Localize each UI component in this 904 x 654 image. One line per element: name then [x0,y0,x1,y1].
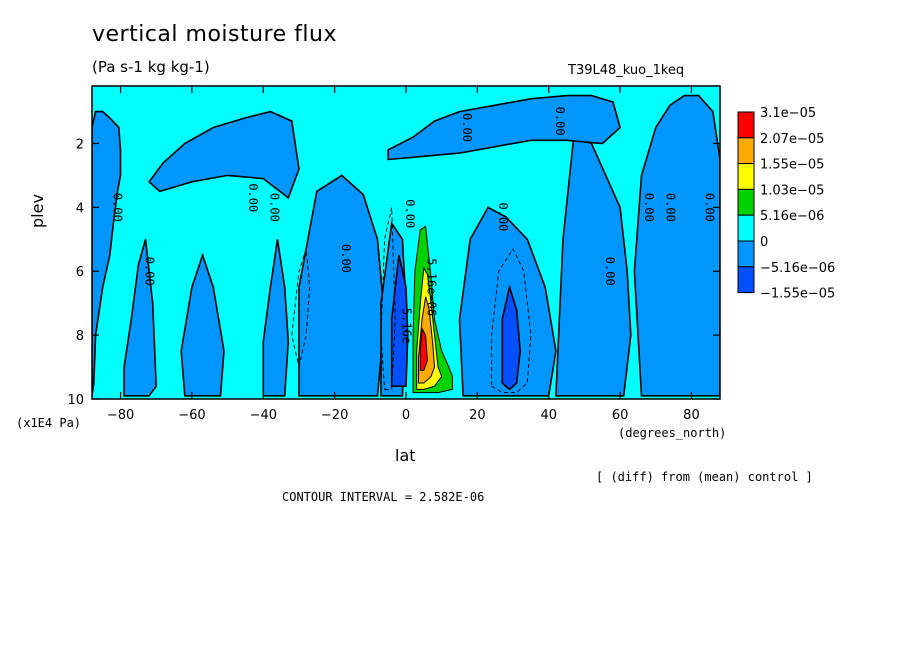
colorbar-label: 3.1e−05 [760,106,816,121]
contour-region-positive_4 [419,326,428,371]
contour-label: 0.00 [339,244,353,273]
contour-region-negative_1 [262,239,290,397]
colorbar-label: 2.07e−05 [760,132,824,147]
contour-region-negative_2 [501,284,522,391]
contour-label: 0.00 [143,257,157,286]
dashed-contour [380,207,396,390]
y-tick-label: 6 [76,265,84,280]
contour-region-negative_1 [148,110,300,200]
colorbar-swatch [737,137,755,165]
y-tick-label: 10 [67,393,84,408]
contour-label: 0.00 [110,193,124,222]
contour-region-negative_1 [387,94,622,161]
dashed-contour [291,248,311,368]
y-tick-label: 2 [76,137,84,152]
colorbar-label: 1.03e−05 [760,183,824,198]
x-axis-ticks: −80 −60 −40 −20 0 20 40 60 80 [107,86,700,423]
x-tick-label: −40 [250,408,277,423]
contour-regions [92,94,720,397]
contour-labels: 0.00 0.00 0.00 0.00 0.00 0.00 0.00 0.00 0.00 0.00… [110,107,716,344]
x-axis-units: (degrees_north) [618,426,727,440]
dashed-contours [291,207,532,394]
contour-region-negative_1 [180,252,225,397]
contour-region-negative_1 [123,239,158,397]
x-tick-label: 0 [402,408,410,423]
contour-label: 0.00 [403,199,417,228]
colorbar-swatch [737,240,755,268]
contour-region-negative_1 [633,94,720,397]
contour-label: 0.00 [703,193,717,222]
experiment-label: T39L48_kuo_1keq [568,63,685,78]
colorbar-swatch [737,163,755,190]
colorbar: 3.1e−05 2.07e−05 1.55e−05 1.03e−05 5.16e−06 0… [737,106,835,302]
x-tick-label: 20 [469,408,486,423]
colorbar-swatch [737,266,755,294]
contour-region-negative_2 [390,255,409,388]
contour-label: 0.00 [496,202,510,231]
colorbar-label: 1.55e−05 [760,158,824,173]
colorbar-swatch [737,188,755,216]
y-axis-units: (x1E4 Pa) [16,416,82,430]
x-tick-label: −80 [107,408,134,423]
y-tick-label: 8 [76,329,84,344]
y-axis-ticks: 2 4 6 8 10 [67,137,720,408]
x-tick-label: 40 [540,408,557,423]
dashed-contour [491,247,532,394]
x-tick-label: 60 [612,408,629,423]
x-tick-label: −60 [178,408,205,423]
colorbar-label: −5.16e−06 [760,261,835,276]
contour-interval: CONTOUR INTERVAL = 2.582E-06 [282,490,485,504]
colorbar-swatch [737,111,755,139]
x-tick-label: −20 [321,408,348,423]
x-tick-label: 80 [683,408,700,423]
contour-label: 0.00 [246,183,260,212]
units-label: (Pa s-1 kg kg-1) [92,58,210,76]
contour-label: 5.16e−06 [424,258,438,316]
colorbar-swatch [737,214,755,242]
contour-region-negative_1 [298,174,386,397]
contour-region-negative_1 [92,110,122,396]
x-axis-label: lat [395,446,416,465]
contour-label: −5.16e [399,301,413,344]
contour-label: 0.00 [267,193,281,222]
diff-note: [ (diff) from (mean) control ] [596,470,813,484]
y-tick-label: 4 [76,201,84,216]
y-axis-label: plev [28,194,47,228]
contour-label: 0.00 [553,107,567,136]
colorbar-label: 5.16e−06 [760,209,824,224]
contour-label: 0.00 [663,193,677,222]
plot-area: 0.00 0.00 0.00 0.00 0.00 0.00 0.00 0.00 0.00 0.00… [92,86,720,399]
contour-label: 0.00 [603,257,617,286]
colorbar-label: 0 [760,235,768,250]
contour-label: 0.00 [642,193,656,222]
contour-label: 0.00 [460,113,474,142]
colorbar-label: −1.55e−05 [760,287,835,302]
chart-title: vertical moisture flux [92,22,337,47]
